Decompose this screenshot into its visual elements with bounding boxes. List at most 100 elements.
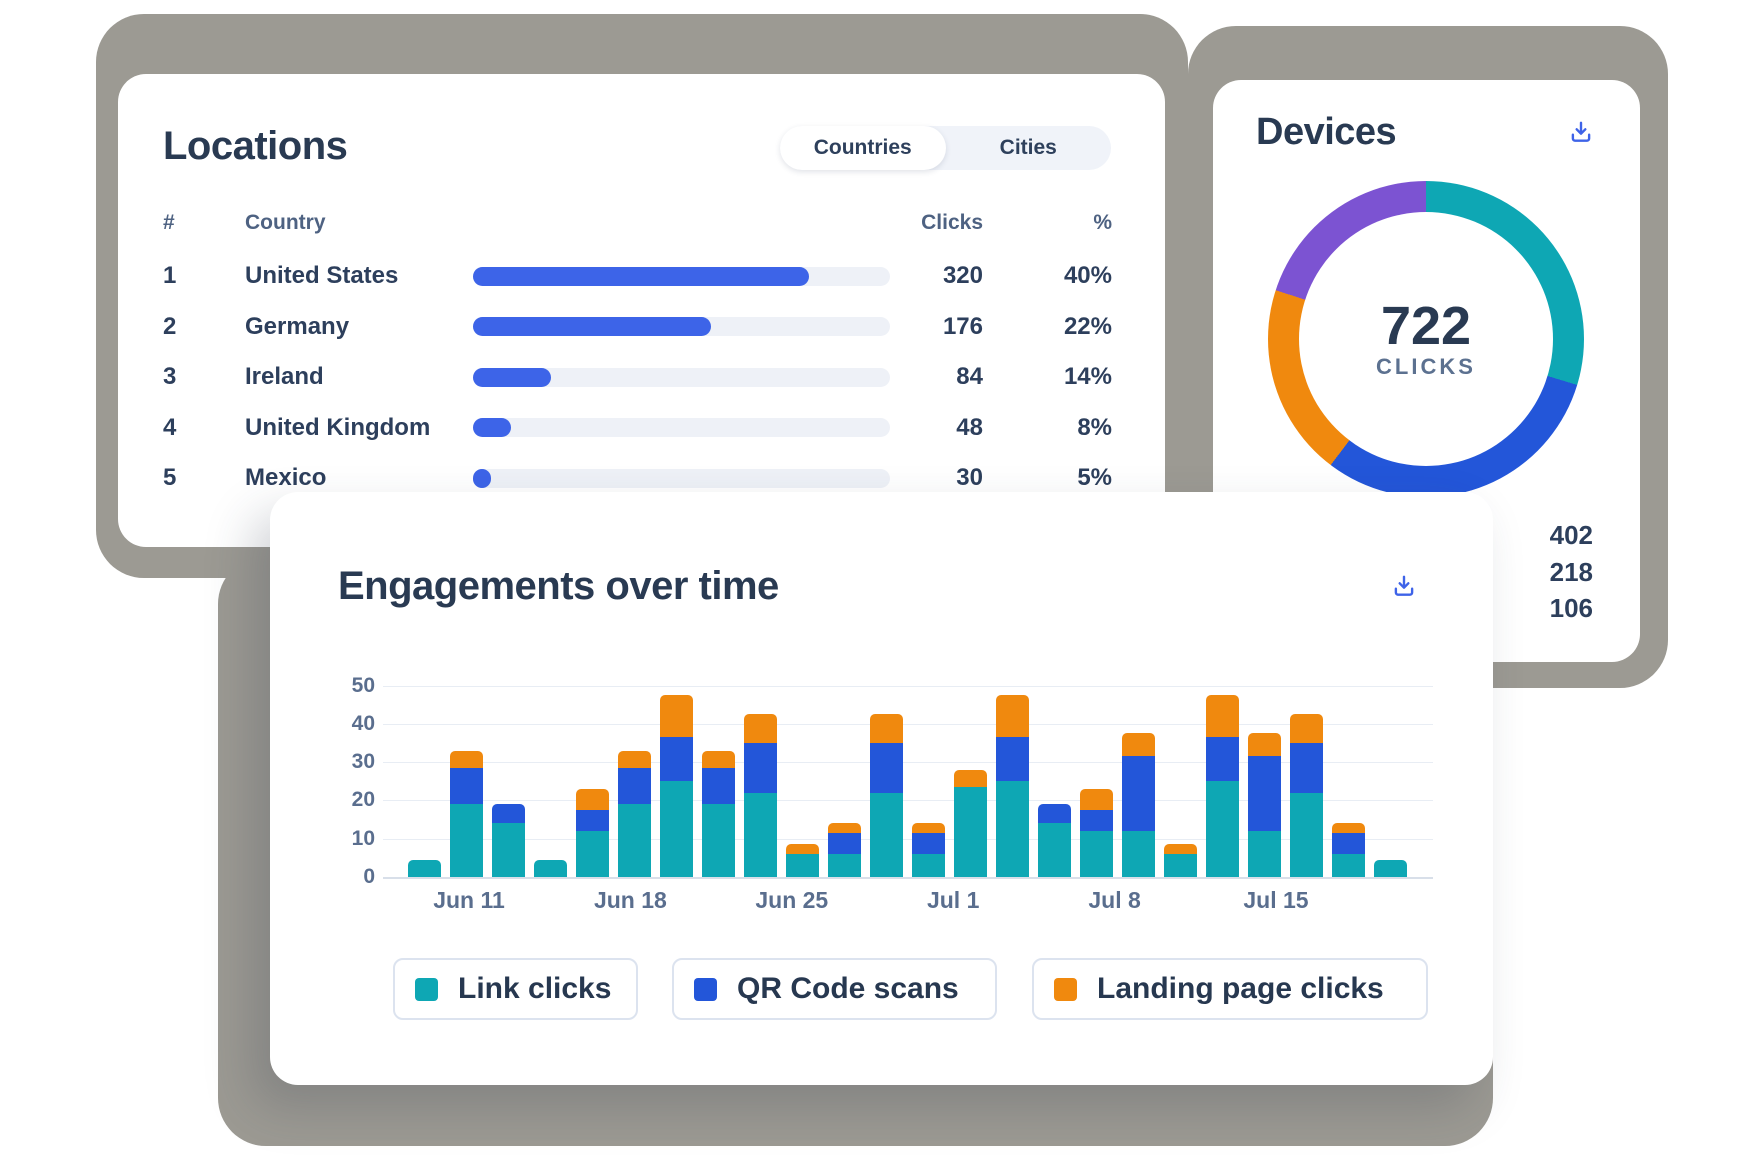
locations-tab-group: Countries Cities (780, 126, 1111, 170)
column-header-rank: # (163, 211, 175, 234)
legend-swatch (1054, 977, 1077, 1001)
legend-swatch (694, 977, 717, 1001)
bar-segment (407, 859, 441, 877)
bar-segment (1122, 756, 1156, 832)
bar-segment (491, 804, 525, 824)
row-percent: 8% (1077, 413, 1112, 441)
bar-segment (701, 767, 735, 805)
x-tick-label: Jul 8 (1088, 887, 1141, 913)
x-tick-label: Jul 1 (926, 887, 980, 913)
row-rank: 3 (163, 363, 177, 390)
x-tick-label: Jun 11 (433, 887, 505, 913)
bar-segment (575, 788, 609, 810)
devices-title: Devices (1256, 111, 1397, 153)
devices-donut-chart (1268, 181, 1584, 497)
bar-segment (617, 767, 651, 805)
bar-segment (1248, 733, 1282, 757)
bar-segment (659, 781, 693, 877)
donut-total-unit: CLICKS (1376, 354, 1476, 379)
gridline (383, 685, 1433, 687)
bar-segment (827, 832, 861, 855)
row-clicks: 320 (942, 262, 983, 289)
device-legend-value: 402 (1549, 520, 1593, 550)
bar-segment (491, 823, 525, 877)
bar-segment (743, 742, 777, 793)
column-header-country: Country (245, 211, 326, 234)
bar-segment (1038, 804, 1072, 824)
download-icon (1391, 573, 1417, 599)
donut-total-clicks: 722 (1380, 296, 1472, 356)
bar-segment (1374, 859, 1408, 877)
bar-segment (1038, 823, 1072, 877)
bar-segment (785, 854, 819, 877)
tab-cities[interactable]: Cities (999, 136, 1057, 159)
y-tick-label: 30 (351, 750, 375, 774)
y-tick-label: 10 (351, 826, 375, 850)
x-tick-label: Jun 18 (593, 887, 667, 913)
bar-segment (743, 792, 777, 877)
row-bar-track (473, 317, 890, 336)
gridline (383, 723, 1433, 725)
column-header-percent: % (1093, 211, 1112, 234)
devices-download-button[interactable] (1565, 116, 1597, 148)
row-country: Germany (245, 312, 350, 340)
bar-segment (1332, 854, 1366, 877)
engagements-download-button[interactable] (1388, 570, 1420, 602)
row-rank: 2 (163, 312, 177, 340)
row-percent: 5% (1077, 464, 1112, 491)
legend-item-qr-code-scans[interactable]: QR Code scans (672, 958, 997, 1020)
x-axis-line (383, 877, 1433, 879)
bar-segment (701, 804, 735, 877)
gridline (383, 800, 1433, 802)
bar-segment (869, 714, 903, 743)
row-country: Ireland (245, 363, 324, 390)
bar-segment (1206, 781, 1240, 877)
row-percent: 22% (1063, 312, 1112, 340)
bar-segment (1248, 831, 1282, 877)
device-legend-value: 106 (1549, 593, 1593, 623)
legend-item-landing-page-clicks[interactable]: Landing page clicks (1032, 958, 1428, 1020)
column-header-clicks: Clicks (921, 211, 983, 234)
engagements-title: Engagements over time (338, 564, 779, 608)
x-tick-label: Jun 25 (755, 887, 829, 913)
bar-segment (1206, 695, 1240, 738)
bar-segment (617, 804, 651, 877)
bar-segment (1122, 733, 1156, 757)
bar-segment (743, 714, 777, 743)
bar-segment (869, 742, 903, 793)
tab-countries[interactable]: Countries (780, 126, 946, 170)
row-percent: 40% (1063, 262, 1112, 289)
row-bar-fill (473, 266, 809, 286)
bar-segment (617, 750, 651, 768)
bar-segment (911, 854, 945, 877)
row-bar-track (473, 367, 890, 387)
bar-segment (449, 750, 483, 768)
locations-title: Locations (163, 124, 348, 168)
legend-swatch (415, 977, 438, 1001)
bar-segment (869, 792, 903, 877)
bar-segment (1290, 742, 1324, 793)
row-rank: 4 (163, 413, 177, 441)
bar-segment (659, 737, 693, 782)
bar-segment (449, 767, 483, 805)
bar-segment (659, 695, 693, 738)
legend-label: Link clicks (458, 972, 612, 1005)
row-clicks: 30 (956, 464, 983, 491)
legend-label: Landing page clicks (1097, 972, 1384, 1005)
bar-segment (575, 809, 609, 832)
row-bar-fill (473, 418, 511, 437)
bar-segment (996, 781, 1030, 877)
bar-segment (533, 859, 567, 877)
donut-center-text: 722 CLICKS (1268, 181, 1584, 497)
bar-segment (575, 831, 609, 877)
x-tick-label: Jul 15 (1243, 887, 1309, 913)
device-legend-value: 218 (1549, 557, 1593, 587)
bar-segment (827, 854, 861, 877)
bar-segment (1122, 831, 1156, 877)
bar-segment (996, 695, 1030, 738)
row-country: United Kingdom (245, 413, 431, 441)
bar-segment (1248, 756, 1282, 832)
row-clicks: 84 (956, 363, 983, 390)
legend-item-link-clicks[interactable]: Link clicks (393, 958, 638, 1020)
